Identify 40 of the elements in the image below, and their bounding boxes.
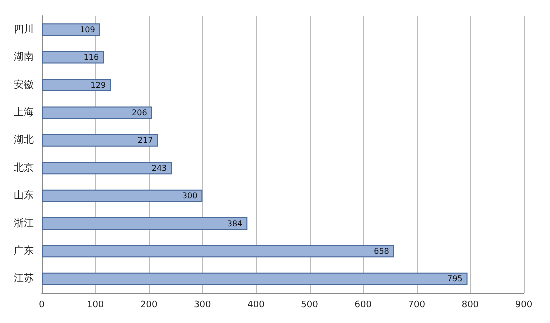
data-label: 795 [447,274,463,284]
data-label: 658 [374,246,390,256]
x-tick-label: 700 [408,300,426,310]
y-tick-label: 湖南 [14,51,34,64]
x-tick-label: 900 [515,300,533,310]
x-tick-label: 0 [39,300,46,310]
bar [42,79,112,92]
bar [42,218,248,230]
data-label: 129 [90,80,106,90]
x-tick-label: 100 [86,300,104,310]
data-label: 109 [80,25,96,34]
y-tick-label: 上海 [14,106,34,118]
x-tick-label: 500 [301,300,319,310]
bar [42,272,468,286]
y-tick-label: 浙江 [14,217,34,230]
bar [42,245,394,258]
bar [42,24,100,36]
y-tick-label: 江苏 [14,272,34,285]
data-label: 384 [227,219,243,228]
data-label: 217 [138,136,154,146]
data-label: 116 [84,53,100,62]
x-tick-label: 200 [140,300,158,310]
y-tick-label: 湖北 [14,134,34,146]
y-tick-label: 广东 [14,244,34,257]
y-tick-label: 北京 [14,162,34,174]
data-label: 206 [132,108,148,118]
y-tick-label: 安徽 [14,78,34,91]
x-tick-label: 600 [354,300,372,310]
y-tick-label: 山东 [14,190,34,202]
bar [42,106,152,120]
bar [42,51,104,64]
y-tick-label: 四川 [14,23,34,36]
bar [42,190,203,202]
data-label: 300 [182,192,198,201]
bar [42,162,172,175]
x-tick-label: 400 [248,300,266,310]
bar [42,134,158,147]
data-label: 243 [152,164,168,173]
x-tick-label: 800 [462,300,480,310]
x-tick-label: 300 [194,300,212,310]
